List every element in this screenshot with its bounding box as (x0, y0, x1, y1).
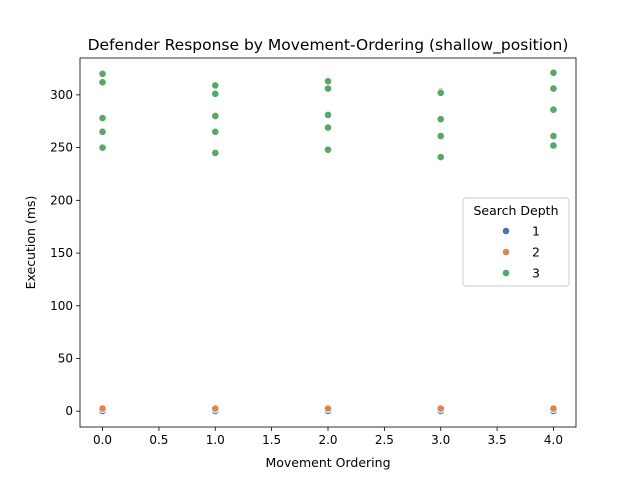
data-points (98, 68, 558, 415)
legend-marker-3 (502, 269, 510, 277)
legend-label-1: 1 (532, 224, 540, 239)
point-depth-2 (436, 404, 445, 413)
x-tick-label: 3.5 (488, 433, 507, 447)
y-tick-label: 300 (50, 88, 73, 102)
point-depth-3 (324, 123, 332, 132)
point-depth-3 (549, 141, 558, 150)
point-depth-3 (324, 111, 332, 119)
point-depth-3 (549, 68, 558, 77)
legend-marker-2 (502, 248, 510, 256)
point-depth-2 (211, 404, 220, 413)
x-tick-label: 1.0 (206, 433, 225, 447)
point-depth-3 (98, 127, 107, 136)
chart-title: Defender Response by Movement-Ordering (… (88, 36, 569, 55)
point-depth-3 (436, 132, 445, 140)
y-tick-label: 200 (50, 193, 73, 207)
x-tick-label: 4.0 (544, 433, 563, 447)
point-depth-3 (98, 69, 107, 78)
x-tick-label: 0.5 (149, 433, 168, 447)
point-depth-3 (98, 143, 107, 152)
point-depth-2 (324, 404, 332, 413)
point-depth-2 (549, 404, 558, 413)
point-depth-3 (324, 145, 332, 154)
point-depth-3 (324, 84, 332, 93)
point-depth-3 (549, 105, 558, 114)
x-axis-label: Movement Ordering (265, 455, 390, 470)
point-depth-3 (436, 115, 445, 124)
point-depth-3 (211, 81, 220, 90)
plot-frame (79, 57, 577, 428)
point-depth-3 (436, 88, 445, 97)
legend-box (462, 197, 570, 287)
x-tick-label: 2.5 (375, 433, 394, 447)
point-depth-3 (211, 148, 220, 157)
legend-label-2: 2 (532, 245, 540, 260)
legend: Search Depth 1 2 3 (462, 197, 570, 287)
point-depth-2 (98, 404, 107, 413)
point-depth-3 (211, 112, 220, 120)
y-tick-label: 0 (65, 404, 73, 418)
point-depth-3 (211, 89, 220, 98)
legend-marker-1 (502, 227, 510, 235)
point-depth-3 (436, 153, 445, 162)
point-depth-3 (98, 78, 107, 87)
y-tick-label: 50 (58, 351, 73, 365)
x-tick-label: 1.5 (262, 433, 281, 447)
legend-items: 1 2 3 (502, 224, 540, 281)
x-axis-ticks: 0.0 0.5 1.0 1.5 2.0 2.5 3.0 3.5 4.0 (93, 427, 563, 447)
x-tick-label: 3.0 (431, 433, 450, 447)
legend-label-3: 3 (532, 266, 540, 281)
x-tick-label: 0.0 (93, 433, 112, 447)
y-tick-label: 100 (50, 299, 73, 313)
point-depth-3 (98, 114, 107, 122)
legend-title: Search Depth (474, 203, 559, 218)
point-depth-3 (549, 84, 558, 93)
point-depth-3 (324, 77, 332, 86)
point-depth-3 (211, 127, 220, 136)
y-axis-ticks: 0 50 100 150 200 250 300 (50, 88, 80, 418)
x-tick-label: 2.0 (318, 433, 337, 447)
point-depth-3 (549, 132, 558, 140)
y-tick-label: 250 (50, 141, 73, 155)
y-axis-label: Execution (ms) (23, 196, 38, 290)
y-tick-label: 150 (50, 246, 73, 260)
